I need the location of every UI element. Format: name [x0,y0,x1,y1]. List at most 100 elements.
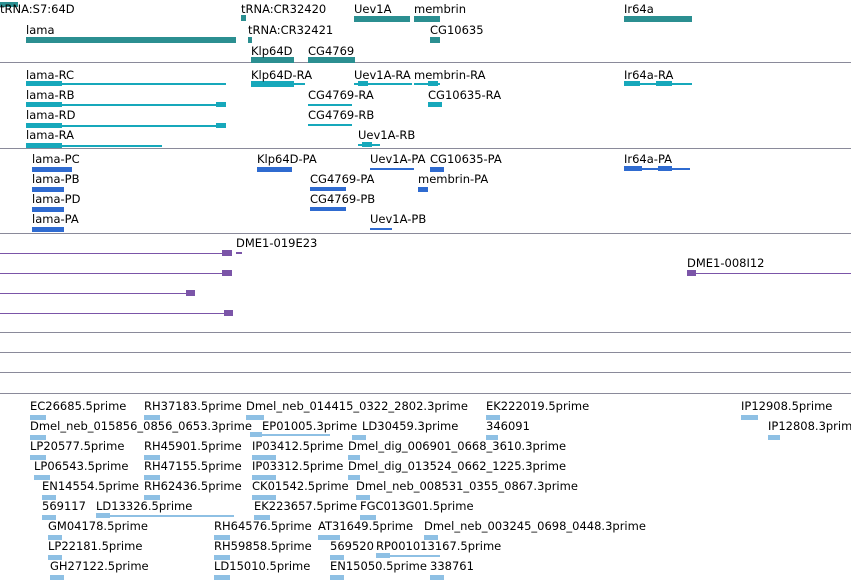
feature-glyph[interactable] [214,555,230,560]
feature-glyph[interactable] [236,252,242,254]
feature-glyph[interactable] [330,575,344,580]
feature-glyph[interactable] [32,167,72,172]
feature-glyph[interactable] [252,495,276,500]
feature-glyph[interactable] [0,313,232,314]
feature-glyph[interactable] [687,270,696,276]
feature-glyph[interactable] [414,16,440,22]
feature-glyph[interactable] [250,432,262,437]
feature-glyph[interactable] [486,435,498,440]
feature-glyph[interactable] [428,81,438,86]
feature-glyph[interactable] [32,207,64,212]
feature-glyph[interactable] [248,37,252,43]
feature-glyph[interactable] [0,293,194,294]
feature-glyph[interactable] [252,455,276,460]
feature-glyph[interactable] [26,145,162,147]
feature-glyph[interactable] [310,187,346,191]
feature-glyph[interactable] [252,475,276,480]
feature-glyph[interactable] [414,83,440,85]
feature-glyph[interactable] [26,37,236,43]
feature-glyph[interactable] [430,167,444,172]
feature-glyph[interactable] [30,455,46,460]
feature-glyph[interactable] [354,16,410,22]
feature-label: 346091 [486,419,530,433]
feature-glyph[interactable] [214,535,230,540]
feature-glyph[interactable] [318,535,340,540]
feature-glyph[interactable] [768,435,780,440]
feature-glyph[interactable] [370,168,414,170]
feature-glyph[interactable] [26,81,62,86]
feature-glyph[interactable] [294,83,305,85]
feature-glyph[interactable] [0,273,232,274]
feature-glyph[interactable] [348,475,360,480]
feature-glyph[interactable] [26,143,62,148]
feature-glyph[interactable] [428,102,442,107]
feature-glyph[interactable] [656,81,672,86]
feature-glyph[interactable] [144,495,160,500]
feature-glyph[interactable] [250,434,330,436]
feature-glyph[interactable] [32,187,64,192]
feature-glyph[interactable] [310,207,346,211]
feature-glyph[interactable] [624,168,690,170]
feature-glyph[interactable] [418,187,428,192]
feature-glyph[interactable] [358,81,368,86]
feature-glyph[interactable] [30,435,46,440]
feature-glyph[interactable] [741,415,758,420]
feature-glyph[interactable] [216,123,226,128]
feature-glyph[interactable] [330,555,344,560]
feature-glyph[interactable] [246,415,264,420]
feature-glyph[interactable] [624,16,692,22]
feature-glyph[interactable] [48,535,62,540]
feature-glyph[interactable] [30,415,46,420]
feature-glyph[interactable] [624,81,640,86]
feature-glyph[interactable] [251,57,294,63]
feature-glyph[interactable] [251,81,294,87]
feature-glyph[interactable] [26,102,62,107]
feature-glyph[interactable] [144,455,160,460]
feature-glyph[interactable] [216,102,226,107]
feature-glyph[interactable] [96,515,234,517]
feature-glyph[interactable] [42,515,56,520]
feature-glyph[interactable] [257,167,292,172]
feature-glyph[interactable] [370,228,392,230]
feature-glyph[interactable] [348,455,360,460]
feature-glyph[interactable] [687,273,851,274]
feature-glyph[interactable] [658,166,672,171]
feature-glyph[interactable] [214,575,230,580]
feature-glyph[interactable] [0,253,230,254]
feature-glyph[interactable] [354,83,412,85]
feature-glyph[interactable] [624,166,642,171]
feature-glyph[interactable] [424,535,438,540]
feature-glyph[interactable] [254,515,270,520]
feature-glyph[interactable] [241,15,246,21]
feature-glyph[interactable] [360,515,376,520]
feature-glyph[interactable] [50,575,64,580]
feature-glyph[interactable] [376,553,390,558]
feature-glyph[interactable] [430,575,444,580]
feature-glyph[interactable] [48,555,62,560]
feature-glyph[interactable] [26,125,226,127]
feature-glyph[interactable] [186,290,195,296]
feature-glyph[interactable] [32,227,64,232]
feature-glyph[interactable] [26,83,226,85]
feature-glyph[interactable] [96,513,110,518]
feature-glyph[interactable] [352,435,366,440]
feature-glyph[interactable] [486,415,500,420]
feature-glyph[interactable] [224,310,233,316]
feature-glyph[interactable] [144,475,160,480]
feature-glyph[interactable] [376,555,440,557]
feature-glyph[interactable] [222,270,232,276]
feature-glyph[interactable] [308,124,352,126]
feature-glyph[interactable] [34,475,50,480]
feature-glyph[interactable] [26,104,226,106]
feature-glyph[interactable] [0,2,18,7]
feature-glyph[interactable] [362,142,372,147]
feature-glyph[interactable] [308,104,352,106]
feature-glyph[interactable] [222,250,232,256]
feature-glyph[interactable] [308,57,355,63]
feature-glyph[interactable] [144,415,160,420]
feature-glyph[interactable] [26,123,62,128]
feature-glyph[interactable] [430,37,440,43]
feature-glyph[interactable] [42,495,56,500]
feature-label: GH27122.5prime [50,559,149,573]
feature-glyph[interactable] [356,495,370,500]
